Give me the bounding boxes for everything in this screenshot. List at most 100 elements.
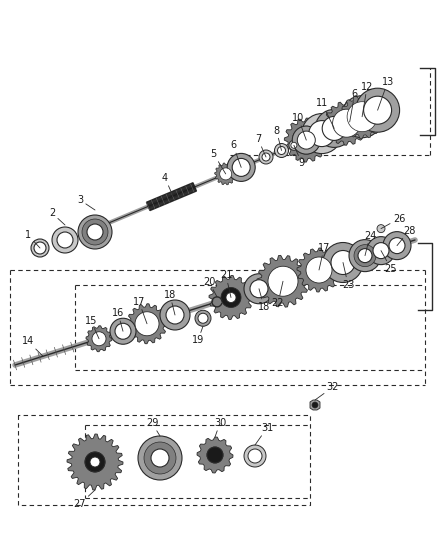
Circle shape [297,131,314,149]
Text: 5: 5 [210,149,225,174]
Circle shape [227,154,254,181]
Text: 25: 25 [380,251,396,273]
Circle shape [85,452,105,472]
Text: 23: 23 [341,262,353,289]
Circle shape [267,266,297,296]
Text: 24: 24 [363,231,375,256]
Circle shape [321,116,346,140]
Circle shape [82,219,108,245]
Circle shape [288,140,298,150]
Circle shape [198,313,208,323]
Circle shape [311,402,317,408]
Text: 17: 17 [317,243,329,270]
Text: 14: 14 [22,336,43,356]
Circle shape [353,245,375,266]
Polygon shape [284,118,328,162]
Text: 6: 6 [230,140,240,167]
Circle shape [207,447,223,463]
Circle shape [277,147,285,155]
Polygon shape [339,95,383,139]
Polygon shape [86,326,112,352]
Text: 29: 29 [145,418,159,436]
Circle shape [290,142,296,148]
Text: 7: 7 [254,134,265,157]
Circle shape [332,109,360,137]
Text: 18: 18 [257,289,269,312]
Text: 3: 3 [77,195,95,210]
Text: 17: 17 [133,297,147,324]
Circle shape [115,323,131,339]
Circle shape [159,300,190,330]
Text: 2: 2 [49,208,65,225]
Circle shape [376,224,384,232]
Circle shape [34,242,46,254]
Circle shape [244,445,265,467]
Circle shape [357,248,371,263]
Circle shape [194,310,211,326]
Circle shape [92,332,106,346]
Text: 12: 12 [360,82,372,117]
Polygon shape [214,163,236,185]
Text: 28: 28 [396,225,414,246]
Text: 10: 10 [292,113,306,140]
Circle shape [355,88,399,132]
Polygon shape [197,437,233,473]
Circle shape [314,109,353,148]
Circle shape [382,232,410,260]
Circle shape [223,290,237,304]
Text: 26: 26 [380,214,404,229]
Polygon shape [146,183,196,211]
Text: 31: 31 [254,423,272,445]
Circle shape [78,215,112,249]
Circle shape [292,126,320,154]
Circle shape [144,442,176,474]
Circle shape [138,436,182,480]
Text: 27: 27 [74,490,95,509]
Text: 6: 6 [349,89,357,122]
Circle shape [232,158,250,176]
Circle shape [85,452,105,472]
Circle shape [247,449,261,463]
Polygon shape [67,434,123,490]
Circle shape [110,318,136,344]
Circle shape [366,237,394,264]
Text: 32: 32 [314,382,339,400]
Polygon shape [297,248,340,292]
Circle shape [330,251,354,274]
Text: 11: 11 [315,99,333,128]
Circle shape [87,224,103,240]
Circle shape [151,449,169,467]
Polygon shape [309,400,319,410]
Circle shape [226,293,236,303]
Text: 15: 15 [85,316,99,339]
Text: 8: 8 [273,125,281,150]
Circle shape [322,243,362,282]
Circle shape [207,447,223,463]
Polygon shape [256,255,308,307]
Circle shape [274,143,288,157]
Polygon shape [127,304,166,344]
Text: 21: 21 [219,271,232,297]
Text: 18: 18 [163,290,176,315]
Circle shape [348,240,380,272]
Circle shape [388,238,404,254]
Circle shape [363,96,391,124]
Circle shape [308,120,334,147]
Circle shape [261,153,269,161]
Circle shape [57,232,73,248]
Circle shape [258,150,272,164]
Circle shape [31,239,49,257]
Circle shape [52,227,78,253]
Polygon shape [324,101,368,145]
Circle shape [249,280,267,298]
Circle shape [219,168,231,180]
Text: 9: 9 [293,146,304,168]
Polygon shape [208,276,252,319]
Text: 13: 13 [377,77,393,110]
Text: 1: 1 [25,230,40,248]
Circle shape [292,126,320,154]
Circle shape [244,274,273,304]
Circle shape [135,312,159,336]
Text: 4: 4 [162,173,173,196]
Circle shape [220,287,240,308]
